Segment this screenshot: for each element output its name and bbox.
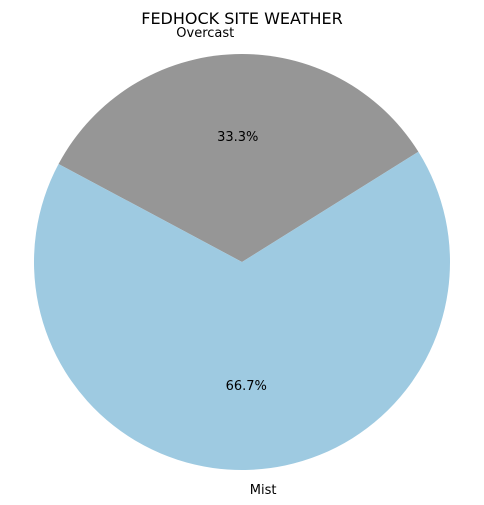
slice-percent-overcast: 33.3% [217, 130, 258, 145]
pie-labels: Overcast 33.3% Mist 66.7% [176, 26, 276, 498]
pie-slices [34, 53, 451, 470]
slice-percent-mist: 66.7% [226, 379, 267, 394]
slice-label-mist: Mist [250, 483, 277, 498]
slice-label-overcast: Overcast [176, 26, 234, 41]
pie-slice-mist [34, 151, 451, 470]
chart-title: FEDHOCK SITE WEATHER [141, 9, 343, 28]
pie-slice-overcast [58, 53, 419, 262]
